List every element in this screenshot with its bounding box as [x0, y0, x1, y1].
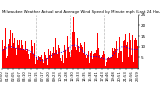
- Text: Milwaukee Weather Actual and Average Wind Speed by Minute mph (Last 24 Hours): Milwaukee Weather Actual and Average Win…: [2, 10, 160, 14]
